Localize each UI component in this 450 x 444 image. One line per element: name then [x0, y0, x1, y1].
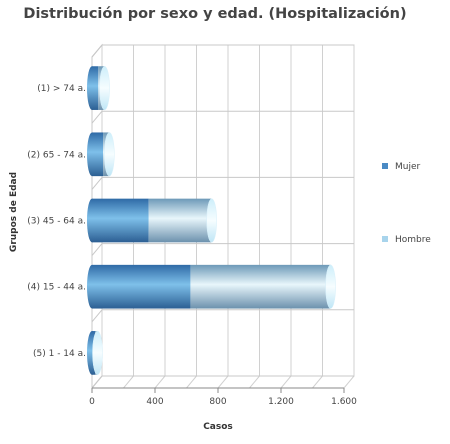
- bar-hombre-3: [148, 198, 212, 243]
- y-tick-label: (1) > 74 a.: [37, 84, 86, 94]
- x-floor-gridline: [343, 375, 355, 389]
- y-tick-label: (2) 65 - 74 a.: [27, 150, 86, 160]
- x-axis-title: Casos: [203, 422, 233, 432]
- bar-mujer-4: [92, 264, 191, 309]
- axes: (1) > 74 a. (2) 65 - 74 a. (3) 45 - 64 a. (…: [9, 84, 357, 432]
- bar-end-cap: [325, 264, 336, 309]
- bar-end-cap: [104, 132, 115, 177]
- chart-title: Distribución por sexo y edad. (Hospitali…: [23, 6, 407, 22]
- bar-start-cap: [87, 198, 97, 243]
- y-tick-label: (4) 15 - 44 a.: [27, 283, 86, 293]
- x-floor-gridline: [312, 375, 323, 389]
- legend-label: Hombre: [395, 235, 431, 245]
- y-wall-gridline: [91, 309, 103, 323]
- bar-start-cap: [87, 264, 97, 309]
- y-tick-label: (5) 1 - 14 a.: [33, 349, 86, 359]
- bar-start-cap: [87, 66, 97, 110]
- x-tick-label: 800: [209, 397, 226, 407]
- y-wall-gridline: [91, 375, 103, 389]
- legend-item-hombre[interactable]: Hombre: [382, 235, 431, 245]
- x-floor-gridline: [123, 375, 134, 389]
- x-tick-label: 1.200: [268, 397, 294, 407]
- x-floor-gridline: [249, 375, 260, 389]
- x-floor-gridline: [154, 375, 166, 389]
- bars: [87, 66, 336, 375]
- bar-mujer-2: [92, 132, 104, 177]
- y-wall-gridline: [91, 177, 103, 190]
- legend-item-mujer[interactable]: Mujer: [382, 162, 421, 172]
- x-tick-label: 0: [89, 397, 95, 407]
- bar-end-cap: [99, 66, 110, 111]
- x-tick-label: 400: [146, 397, 163, 407]
- x-floor-gridline: [280, 375, 292, 389]
- y-axis-title: Grupos de Edad: [9, 172, 19, 252]
- y-tick-label: (3) 45 - 64 a.: [27, 217, 86, 227]
- y-wall-gridline: [91, 243, 103, 256]
- bar-end-cap: [206, 198, 217, 243]
- bar-start-cap: [87, 132, 97, 177]
- y-wall-gridline: [91, 110, 103, 124]
- bar-mujer-3: [92, 198, 149, 243]
- y-wall-gridline: [91, 44, 103, 58]
- legend-swatch: [382, 163, 388, 169]
- bar-end-cap: [92, 330, 103, 375]
- legend: Mujer Hombre: [382, 162, 431, 245]
- x-floor-gridline: [217, 375, 229, 389]
- x-tick-label: 1.600: [331, 397, 357, 407]
- legend-swatch: [382, 236, 388, 242]
- legend-label: Mujer: [395, 162, 421, 172]
- bar-hombre-4: [190, 264, 331, 309]
- x-floor-gridline: [186, 375, 197, 389]
